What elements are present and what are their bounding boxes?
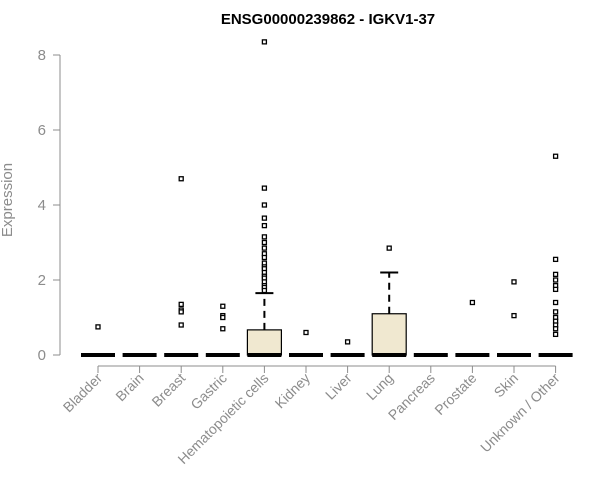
y-tick-label: 4 [38,197,46,214]
outlier-point [552,153,559,159]
outlier-point [511,312,517,319]
outlier-point [261,287,268,294]
outlier-point [261,254,268,261]
outlier-point [261,239,268,246]
box-unknown-other [538,153,573,357]
y-tick-label: 8 [38,47,46,64]
outlier-point [552,326,559,332]
x-tick-label: Bladder [60,370,106,416]
y-tick-label: 6 [38,122,46,139]
outlier-point [220,314,226,321]
box-breast [164,176,199,357]
outlier-point [261,202,268,208]
y-tick-label: 0 [38,347,46,364]
box-gastric [205,303,240,357]
outlier-point [552,271,559,278]
x-tick-label: Brain [112,370,146,404]
outlier-point [261,245,268,251]
box-skin [497,279,531,357]
outlier-point [261,185,268,191]
outlier-point [261,234,268,240]
outlier-point [261,222,268,229]
y-axis: 0 2 4 6 8 [38,47,61,364]
y-axis-label: Expression [0,163,16,237]
box-kidney [289,329,323,357]
outlier-point [178,322,184,328]
outlier-point [95,324,101,330]
x-tick-label: Lung [363,370,396,403]
outlier-point [178,301,184,308]
outlier-point [303,329,309,336]
chart-title: ENSG00000239862 - IGKV1-37 [221,11,435,28]
outlier-point [469,299,476,306]
x-tick-label: Prostate [431,370,479,418]
outlier-point [220,303,226,309]
box-lung [371,245,407,357]
outlier-point [178,309,184,315]
box-body [246,329,282,356]
x-tick-label: Unknown / Other [477,370,563,456]
outlier-point [511,279,517,285]
outlier-point [178,176,184,182]
box-bladder [81,324,115,357]
box-body [371,313,407,356]
outlier-point [552,277,559,283]
x-tick-label: Kidney [272,370,314,412]
y-tick-label: 2 [38,272,46,289]
box-prostate [455,299,490,357]
outlier-point [261,39,268,45]
outlier-point [344,339,351,345]
plot-area [81,39,573,357]
outlier-point [386,245,392,251]
box-hematopoietic-cells [246,39,282,357]
outlier-point [220,326,226,332]
outlier-point [552,286,559,293]
outlier-point [552,256,559,263]
outlier-point [552,309,559,315]
outlier-point [552,331,559,338]
x-tick-label: Liver [322,370,355,403]
box-liver [330,339,365,357]
outlier-point [261,215,268,221]
x-tick-label: Breast [148,370,188,410]
x-tick-label: Skin [491,370,522,401]
outlier-point [552,299,559,306]
